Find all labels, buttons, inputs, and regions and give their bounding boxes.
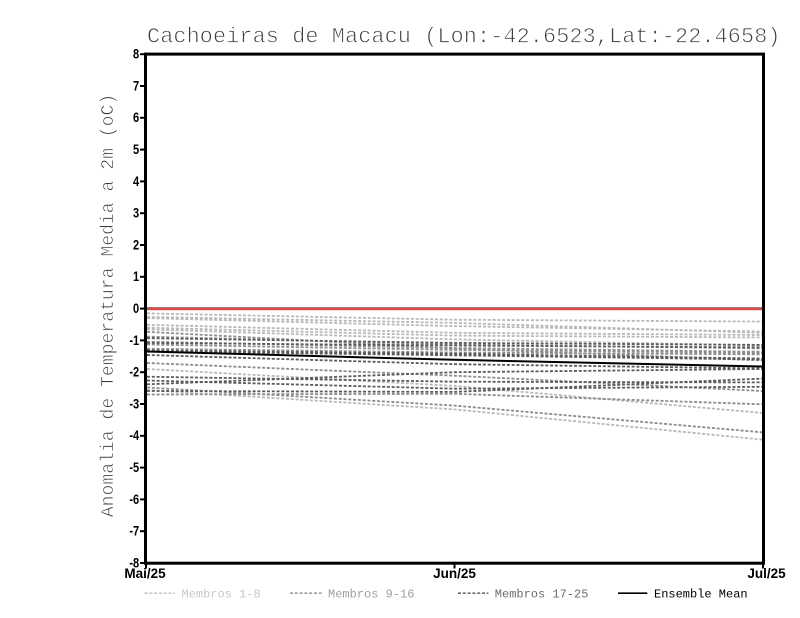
svg-text:Membros 1-8: Membros 1-8 [182,588,261,602]
svg-text:-2: -2 [129,365,139,380]
svg-text:Cachoeiras de Macacu (Lon:-42.: Cachoeiras de Macacu (Lon:-42.6523,Lat:-… [147,25,781,50]
svg-text:-3: -3 [129,396,139,411]
svg-text:0: 0 [133,301,139,316]
svg-text:-8: -8 [129,555,139,570]
svg-text:-7: -7 [129,524,139,539]
svg-text:5: 5 [133,142,139,157]
svg-text:Mai/25: Mai/25 [124,566,166,581]
svg-text:Jun/25: Jun/25 [433,566,476,581]
svg-text:Membros 17-25: Membros 17-25 [495,588,589,602]
svg-text:4: 4 [133,174,139,189]
svg-text:7: 7 [133,78,139,93]
svg-text:-1: -1 [129,333,139,348]
svg-text:-4: -4 [129,428,139,443]
svg-text:8: 8 [133,47,139,62]
svg-text:Jul/25: Jul/25 [747,566,786,581]
svg-text:-6: -6 [129,492,139,507]
svg-text:Anomalia de Temperatura Media: Anomalia de Temperatura Media a 2m (oC) [99,94,119,517]
svg-text:6: 6 [133,110,139,125]
svg-text:-5: -5 [129,460,139,475]
svg-text:Membros 9-16: Membros 9-16 [328,588,414,602]
svg-text:Ensemble Mean: Ensemble Mean [654,588,748,602]
svg-text:2: 2 [133,237,139,252]
svg-text:1: 1 [133,269,139,284]
svg-text:3: 3 [133,206,139,221]
